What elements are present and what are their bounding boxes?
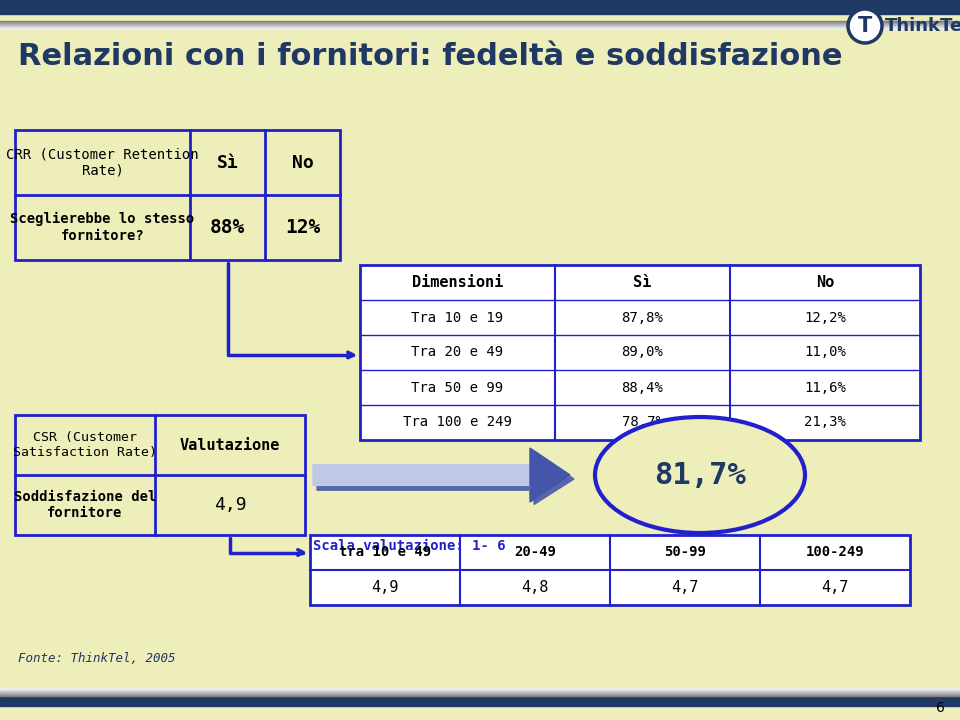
Bar bbox=[0, 691, 960, 692]
Bar bbox=[0, 22, 960, 23]
Text: Tra 20 e 49: Tra 20 e 49 bbox=[412, 346, 504, 359]
Text: 12%: 12% bbox=[285, 218, 320, 237]
Text: Fonte: ThinkTel, 2005: Fonte: ThinkTel, 2005 bbox=[18, 652, 176, 665]
Text: No: No bbox=[292, 153, 313, 171]
Bar bbox=[0, 24, 960, 25]
Text: 4,9: 4,9 bbox=[214, 496, 247, 514]
Text: 11,6%: 11,6% bbox=[804, 380, 846, 395]
Text: 11,0%: 11,0% bbox=[804, 346, 846, 359]
Text: Sì: Sì bbox=[217, 153, 238, 171]
Text: Tra 50 e 99: Tra 50 e 99 bbox=[412, 380, 504, 395]
Text: Tra 100 e 249: Tra 100 e 249 bbox=[403, 415, 512, 430]
Bar bbox=[0, 696, 960, 706]
Bar bbox=[0, 690, 960, 691]
Bar bbox=[0, 695, 960, 696]
Bar bbox=[0, 688, 960, 689]
Text: 21,3%: 21,3% bbox=[804, 415, 846, 430]
Text: ThinkTel: ThinkTel bbox=[885, 17, 960, 35]
Text: CSR (Customer
Satisfaction Rate): CSR (Customer Satisfaction Rate) bbox=[13, 431, 157, 459]
Text: CRR (Customer Retention
Rate): CRR (Customer Retention Rate) bbox=[6, 148, 199, 178]
FancyArrow shape bbox=[313, 451, 570, 499]
Text: 6: 6 bbox=[936, 701, 945, 715]
Bar bbox=[0, 28, 960, 29]
Bar bbox=[0, 25, 960, 26]
Bar bbox=[0, 26, 960, 27]
Text: 87,8%: 87,8% bbox=[621, 310, 663, 325]
Bar bbox=[0, 0, 960, 14]
Text: 4,8: 4,8 bbox=[521, 580, 549, 595]
Text: No: No bbox=[816, 275, 834, 290]
Text: 88,4%: 88,4% bbox=[621, 380, 663, 395]
Text: 88%: 88% bbox=[210, 218, 245, 237]
Text: Soddisfazione del
fornitore: Soddisfazione del fornitore bbox=[13, 490, 156, 520]
Ellipse shape bbox=[595, 417, 805, 533]
Text: 100-249: 100-249 bbox=[805, 546, 864, 559]
Text: Scala valutazione: 1- 6: Scala valutazione: 1- 6 bbox=[313, 539, 506, 553]
Text: Tra 10 e 19: Tra 10 e 19 bbox=[412, 310, 504, 325]
Text: 4,7: 4,7 bbox=[822, 580, 849, 595]
Bar bbox=[15, 415, 305, 535]
Circle shape bbox=[848, 9, 882, 43]
Text: T: T bbox=[858, 16, 872, 36]
Bar bbox=[360, 265, 920, 440]
Text: 89,0%: 89,0% bbox=[621, 346, 663, 359]
Text: 4,9: 4,9 bbox=[372, 580, 398, 595]
Bar bbox=[15, 130, 340, 260]
Bar bbox=[0, 692, 960, 693]
Text: tra 10 e 49: tra 10 e 49 bbox=[339, 546, 431, 559]
Bar bbox=[0, 694, 960, 695]
Text: 78,7%: 78,7% bbox=[621, 415, 663, 430]
Text: 4,7: 4,7 bbox=[671, 580, 699, 595]
Text: Relazioni con i fornitori: fedeltà e soddisfazione: Relazioni con i fornitori: fedeltà e sod… bbox=[18, 42, 843, 71]
Bar bbox=[310, 535, 910, 605]
Bar bbox=[0, 689, 960, 690]
Text: 81,7%: 81,7% bbox=[654, 461, 746, 490]
Text: 20-49: 20-49 bbox=[514, 546, 556, 559]
Text: 50-99: 50-99 bbox=[664, 546, 706, 559]
Bar bbox=[0, 27, 960, 28]
Text: Sceglierebbe lo stesso
fornitore?: Sceglierebbe lo stesso fornitore? bbox=[11, 212, 195, 243]
Text: Valutazione: Valutazione bbox=[180, 438, 280, 452]
Text: Sì: Sì bbox=[634, 275, 652, 290]
Bar bbox=[0, 23, 960, 24]
FancyArrow shape bbox=[317, 454, 574, 505]
Bar bbox=[0, 21, 960, 22]
Text: Dimensioni: Dimensioni bbox=[412, 275, 503, 290]
Bar bbox=[0, 693, 960, 694]
Text: 12,2%: 12,2% bbox=[804, 310, 846, 325]
FancyArrow shape bbox=[530, 448, 570, 502]
